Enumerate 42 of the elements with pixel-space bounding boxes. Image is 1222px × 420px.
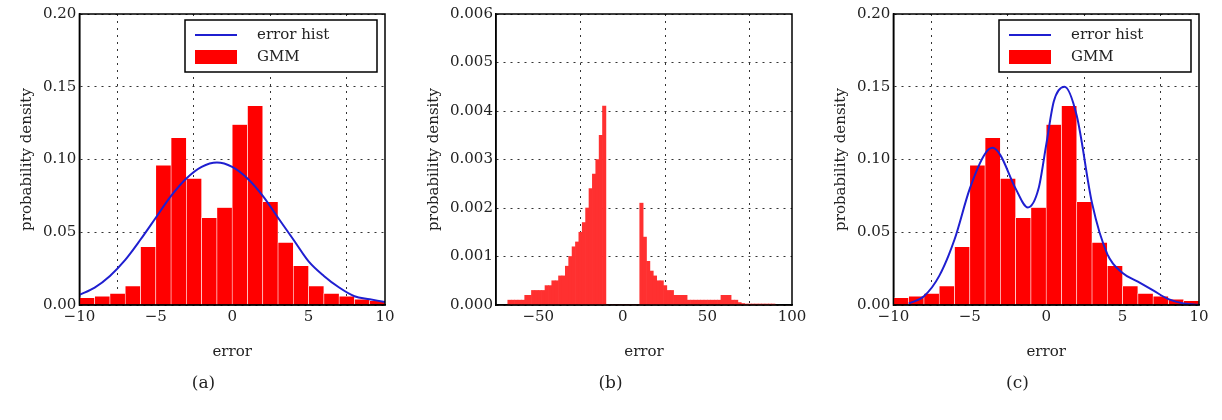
x-tick-label: 100 xyxy=(777,306,807,325)
x-tick-label: 50 xyxy=(697,306,717,325)
y-tick-label: 0.002 xyxy=(449,197,493,216)
y-axis-title: probability density xyxy=(16,87,35,231)
legend-label: GMM xyxy=(1071,46,1114,65)
x-tick-label: 0 xyxy=(1041,306,1051,325)
y-axis-title: probability density xyxy=(830,87,849,231)
x-tick-label: 0 xyxy=(618,306,628,325)
legend-label: GMM xyxy=(257,46,300,65)
y-axis-title: probability density xyxy=(423,87,442,231)
y-tick-label: 0.20 xyxy=(42,3,77,22)
x-tick-label: −5 xyxy=(144,306,167,325)
x-tick-label: −50 xyxy=(522,306,555,325)
y-tick-label: 0.20 xyxy=(856,3,891,22)
y-tick-label: 0.001 xyxy=(449,246,493,265)
x-axis-title: error xyxy=(1026,341,1067,360)
y-tick-label: 0.00 xyxy=(42,294,77,313)
x-tick-label: 10 xyxy=(1189,306,1209,325)
x-tick-label: 5 xyxy=(1117,306,1128,325)
text: (b) xyxy=(597,372,624,392)
y-tick-label: 0.003 xyxy=(449,149,493,168)
legend-label: error hist xyxy=(257,24,330,43)
y-tick-label: 0.05 xyxy=(856,222,891,241)
y-tick-label: 0.006 xyxy=(449,3,493,22)
y-tick-label: 0.05 xyxy=(42,222,77,241)
legend-label: error hist xyxy=(1071,24,1144,43)
text: (a) xyxy=(190,372,217,392)
y-tick-label: 0.005 xyxy=(449,52,493,71)
y-tick-label: 0.000 xyxy=(449,294,493,313)
y-tick-label: 0.10 xyxy=(856,149,891,168)
y-tick-label: 0.00 xyxy=(856,294,891,313)
y-tick-label: 0.15 xyxy=(42,76,77,95)
y-tick-label: 0.004 xyxy=(449,100,493,119)
x-tick-label: 5 xyxy=(303,306,314,325)
x-axis-title: error xyxy=(212,341,253,360)
x-tick-label: −5 xyxy=(958,306,981,325)
x-tick-label: 10 xyxy=(375,306,395,325)
x-axis-title: error xyxy=(624,341,665,360)
y-tick-label: 0.10 xyxy=(42,149,77,168)
text: (c) xyxy=(1005,372,1030,392)
y-tick-label: 0.15 xyxy=(856,76,891,95)
x-tick-label: 0 xyxy=(227,306,237,325)
